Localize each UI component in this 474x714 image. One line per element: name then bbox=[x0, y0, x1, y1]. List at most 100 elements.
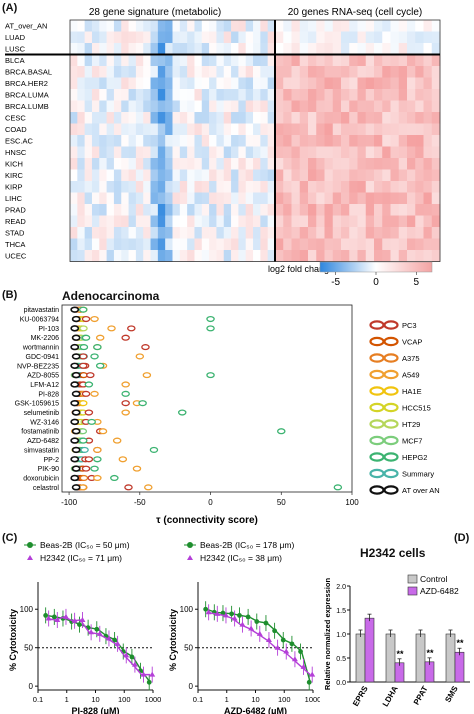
heatmap-cell bbox=[143, 158, 151, 170]
heatmap-cell bbox=[209, 135, 217, 147]
heatmap-cell bbox=[299, 77, 309, 90]
heatmap-cell bbox=[179, 135, 188, 147]
score-point bbox=[84, 409, 94, 416]
bar-category-label: SMS bbox=[443, 684, 460, 704]
heatmap-cell bbox=[238, 112, 247, 124]
data-point bbox=[54, 617, 61, 622]
heatmap-cell bbox=[324, 146, 334, 159]
heatmap-cell bbox=[77, 66, 85, 78]
heatmap-cell bbox=[390, 112, 400, 124]
heatmap-cell bbox=[223, 215, 232, 228]
heatmap-cell bbox=[70, 192, 78, 205]
heatmap-cell bbox=[316, 54, 325, 67]
heatmap-cell bbox=[91, 192, 100, 205]
heatmap-cell bbox=[260, 238, 268, 251]
heatmap-cell bbox=[267, 192, 276, 205]
data-point bbox=[71, 617, 78, 623]
heatmap-cell bbox=[341, 158, 350, 170]
heatmap-cell bbox=[308, 158, 317, 170]
heatmap-cell bbox=[135, 169, 144, 182]
heatmap-cell bbox=[341, 100, 350, 113]
legend-label: H2342 (IC₅₀ = 71 μm) bbox=[40, 553, 122, 563]
heatmap-cell bbox=[365, 112, 375, 124]
heatmap-cell bbox=[382, 135, 391, 147]
yaxis-tick: 0 bbox=[29, 682, 34, 691]
heatmap-cell bbox=[84, 227, 93, 239]
heatmap-border bbox=[69, 19, 441, 262]
heatmap-cell bbox=[267, 146, 276, 159]
heatmap-cell bbox=[223, 100, 232, 113]
heatmap-cell bbox=[407, 169, 416, 182]
heatmap-cell bbox=[341, 43, 350, 55]
heatmap-cell bbox=[374, 77, 383, 90]
data-point bbox=[129, 654, 135, 660]
heatmap-cell bbox=[365, 215, 375, 228]
heatmap-cell bbox=[423, 89, 433, 101]
heatmap-cell bbox=[231, 135, 239, 147]
heatmap-cell bbox=[283, 215, 292, 228]
heatmap-cell bbox=[194, 181, 203, 193]
heatmap-row-label: ESC.AC bbox=[5, 137, 34, 146]
score-point bbox=[81, 390, 91, 397]
drug-label: simvastatin bbox=[24, 447, 59, 454]
heatmap-cell bbox=[275, 77, 284, 90]
heatmap-cell bbox=[341, 123, 350, 136]
heatmap-cell bbox=[423, 135, 433, 147]
heatmap-cell bbox=[365, 204, 375, 216]
heatmap-cell bbox=[245, 89, 254, 101]
heatmap-cell bbox=[316, 20, 325, 32]
heatmap-cell bbox=[194, 66, 203, 78]
heatmap-cell bbox=[106, 77, 115, 90]
heatmap-cell bbox=[121, 112, 129, 124]
heatmap-cell bbox=[91, 181, 100, 193]
heatmap-cell bbox=[260, 89, 268, 101]
heatmap-cell bbox=[308, 215, 317, 228]
data-point bbox=[237, 612, 242, 618]
heatmap-cell bbox=[415, 192, 424, 205]
heatmap-cell bbox=[299, 238, 309, 251]
heatmap-cell bbox=[113, 43, 122, 55]
heatmap-cell bbox=[106, 89, 115, 101]
heatmap-cell bbox=[332, 192, 342, 205]
heatmap-cell bbox=[165, 227, 173, 239]
heatmap-cell bbox=[70, 89, 78, 101]
heatmap-cell bbox=[194, 169, 203, 182]
heatmap-cell bbox=[253, 227, 261, 239]
heatmap-cell bbox=[415, 169, 424, 182]
heatmap-cell bbox=[267, 238, 276, 251]
heatmap-cell bbox=[187, 181, 195, 193]
heatmap-cell bbox=[223, 54, 232, 67]
heatmap-cell bbox=[150, 123, 159, 136]
heatmap-cell bbox=[260, 66, 268, 78]
heatmap-cell bbox=[332, 215, 342, 228]
heatmap-cell bbox=[231, 66, 239, 78]
heatmap-cell bbox=[187, 238, 195, 251]
legend-marker bbox=[369, 336, 385, 347]
data-point bbox=[62, 613, 69, 619]
score-point bbox=[81, 465, 91, 472]
heatmap-cell bbox=[84, 112, 93, 124]
heatmap-cell bbox=[260, 158, 268, 170]
heatmap-cell bbox=[113, 192, 122, 205]
heatmap-cell bbox=[341, 54, 350, 67]
heatmap-cell bbox=[324, 20, 334, 32]
heatmap-cell bbox=[165, 20, 173, 32]
heatmap-cell bbox=[194, 146, 203, 159]
heatmap-cell bbox=[77, 250, 85, 262]
heatmap-cell bbox=[172, 112, 181, 124]
heatmap-cell bbox=[91, 123, 100, 136]
curve-ylabel: % Cytotoxicity bbox=[8, 609, 18, 671]
heatmap-cell bbox=[70, 250, 78, 262]
heatmap-cell bbox=[77, 238, 85, 251]
heatmap-cell bbox=[365, 100, 375, 113]
heatmap-cell bbox=[216, 123, 225, 136]
xaxis-tick: 10 bbox=[91, 695, 99, 704]
drug-label: PIK-90 bbox=[38, 466, 60, 473]
heatmap-cell bbox=[179, 20, 188, 32]
heatmap-cell bbox=[99, 123, 107, 136]
score-point bbox=[206, 325, 215, 332]
heatmap-cell bbox=[143, 100, 151, 113]
score-point bbox=[112, 437, 122, 444]
heatmap-cell bbox=[382, 54, 391, 67]
heatmap-cell bbox=[365, 238, 375, 251]
